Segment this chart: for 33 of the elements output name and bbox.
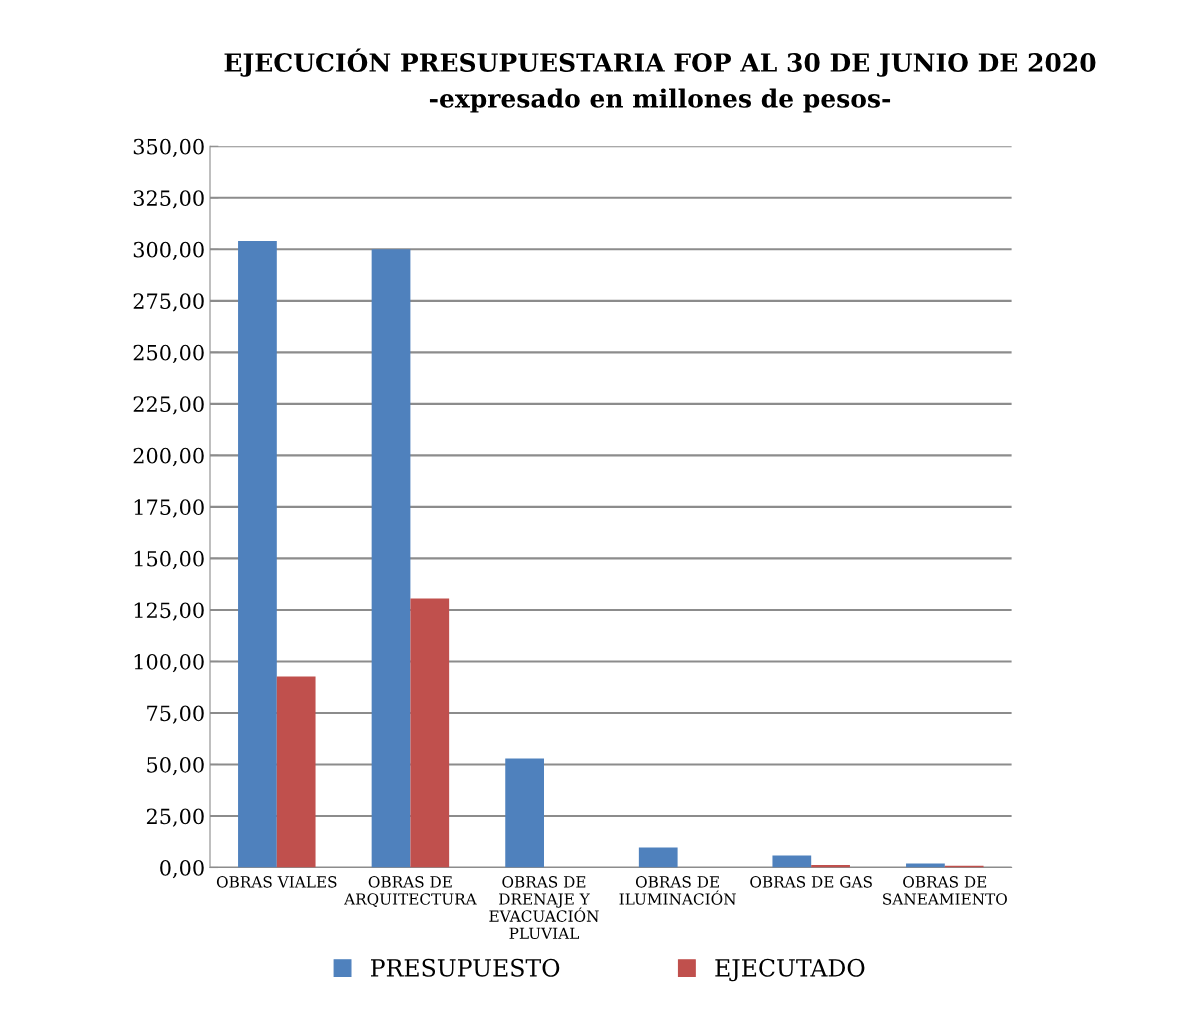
bar (238, 241, 277, 868)
legend-label: PRESUPUESTO (371, 958, 560, 977)
y-tick-label: 75,00 (147, 705, 204, 724)
x-tick-label: OBRAS DE GAS (750, 876, 872, 888)
x-tick-label: OBRAS VIALES (216, 876, 337, 888)
y-tick-label: 50,00 (147, 756, 204, 776)
y-tick-label: 175,00 (134, 499, 204, 518)
bar (410, 598, 450, 868)
chart-subtitle: -expresado en millones de pesos- (429, 88, 891, 113)
y-tick-label: 0,00 (160, 859, 204, 879)
y-tick-label: 300,00 (133, 241, 204, 261)
y-tick-label: 250,00 (133, 344, 204, 364)
x-tick-label: OBRAS DE DRENAJE Y EVACUACIÓN PLUVIAL (489, 876, 599, 939)
bar (276, 676, 316, 868)
bar (371, 249, 411, 868)
x-tick-label: OBRAS DE ILUMINACIÓN (619, 876, 736, 905)
y-tick-label: 325,00 (133, 190, 204, 209)
y-tick-label: 275,00 (133, 293, 204, 312)
y-tick-label: 100,00 (134, 653, 204, 673)
chart-title: EJECUCIÓN PRESUPUESTARIA FOP AL 30 DE JUNIO DE 2020 (224, 48, 1096, 77)
bar (906, 863, 945, 868)
y-tick-label: 225,00 (133, 396, 204, 415)
y-tick-label: 200,00 (133, 447, 204, 467)
y-tick-label: 25,00 (146, 808, 204, 827)
y-tick-label: 125,00 (134, 602, 204, 621)
y-tick-label: 350,00 (133, 138, 204, 158)
bar (638, 847, 678, 868)
bar (505, 758, 544, 868)
x-tick-label: OBRAS DE ARQUITECTURA (344, 876, 477, 907)
x-tick-label: OBRAS DE SANEAMIENTO (883, 876, 1007, 905)
legend-label: EJECUTADO (715, 958, 865, 982)
y-tick-label: 150,00 (134, 550, 204, 570)
bar (772, 855, 812, 868)
